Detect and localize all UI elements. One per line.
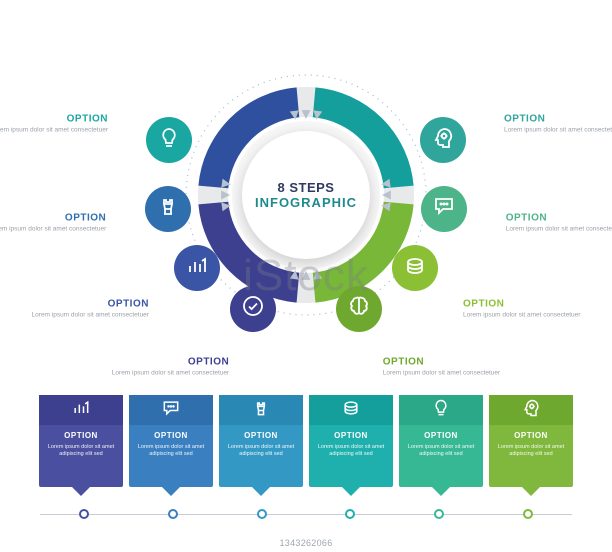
center-title-line2: INFOGRAPHIC	[255, 195, 357, 210]
option-label: OPTION Lorem ipsum dolor sit amet consect…	[0, 213, 106, 234]
option-label: OPTION Lorem ipsum dolor sit amet consect…	[383, 357, 503, 378]
circular-infographic: 8 STEPS INFOGRAPHIC OPTION Lorem ipsum do…	[0, 0, 612, 390]
option-node	[336, 286, 382, 332]
option-title: OPTION	[109, 357, 229, 368]
option-node	[421, 186, 467, 232]
option-label: OPTION Lorem ipsum dolor sit amet consect…	[0, 113, 108, 134]
step-title: OPTION	[317, 431, 385, 440]
option-title: OPTION	[29, 298, 149, 309]
option-label: OPTION Lorem ipsum dolor sit amet consect…	[504, 113, 612, 134]
rook-icon	[156, 194, 180, 223]
option-title: OPTION	[0, 113, 108, 124]
coins-icon	[341, 398, 361, 423]
bars-up-icon	[185, 254, 209, 283]
bulb-icon	[157, 126, 181, 155]
timeline-dot	[434, 509, 444, 519]
option-title: OPTION	[383, 357, 503, 368]
option-label: OPTION Lorem ipsum dolor sit amet consect…	[29, 298, 149, 319]
option-subtitle: Lorem ipsum dolor sit amet consectetuer	[109, 370, 229, 378]
brain-icon	[347, 294, 371, 323]
rook-icon	[251, 398, 271, 423]
step-body: OPTION Lorem ipsum dolor sit amet adipisc…	[39, 425, 123, 487]
option-label: OPTION Lorem ipsum dolor sit amet consect…	[463, 298, 583, 319]
step-body: OPTION Lorem ipsum dolor sit amet adipisc…	[219, 425, 303, 487]
option-node	[145, 186, 191, 232]
option-subtitle: Lorem ipsum dolor sit amet consectetuer	[463, 311, 583, 319]
bars-up-icon	[71, 398, 91, 423]
option-node	[174, 245, 220, 291]
step-icon-bar	[309, 395, 393, 425]
option-title: OPTION	[506, 213, 612, 224]
step-body: OPTION Lorem ipsum dolor sit amet adipisc…	[309, 425, 393, 487]
option-subtitle: Lorem ipsum dolor sit amet consectetuer	[0, 126, 108, 134]
step-text: Lorem ipsum dolor sit amet adipiscing el…	[47, 444, 115, 458]
option-title: OPTION	[504, 113, 612, 124]
coins-icon	[403, 254, 427, 283]
option-label: OPTION Lorem ipsum dolor sit amet consect…	[506, 213, 612, 234]
option-node	[392, 245, 438, 291]
timeline-line	[40, 514, 572, 515]
step-item: OPTION Lorem ipsum dolor sit amet adipisc…	[219, 395, 303, 487]
step-title: OPTION	[137, 431, 205, 440]
step-body: OPTION Lorem ipsum dolor sit amet adipisc…	[399, 425, 483, 487]
center-disc: 8 STEPS INFOGRAPHIC	[242, 131, 370, 259]
step-item: OPTION Lorem ipsum dolor sit amet adipisc…	[129, 395, 213, 487]
step-text: Lorem ipsum dolor sit amet adipiscing el…	[317, 444, 385, 458]
step-item: OPTION Lorem ipsum dolor sit amet adipisc…	[489, 395, 573, 487]
step-title: OPTION	[227, 431, 295, 440]
timeline-dot	[168, 509, 178, 519]
chat-icon	[432, 194, 456, 223]
head-gear-icon	[431, 126, 455, 155]
option-node	[420, 117, 466, 163]
step-bar: OPTION Lorem ipsum dolor sit amet adipisc…	[0, 395, 612, 487]
step-title: OPTION	[497, 431, 565, 440]
option-title: OPTION	[0, 213, 106, 224]
step-text: Lorem ipsum dolor sit amet adipiscing el…	[497, 444, 565, 458]
step-icon-bar	[219, 395, 303, 425]
option-subtitle: Lorem ipsum dolor sit amet consectetuer	[504, 126, 612, 134]
bulb-icon	[431, 398, 451, 423]
step-text: Lorem ipsum dolor sit amet adipiscing el…	[137, 444, 205, 458]
chat-icon	[161, 398, 181, 423]
step-icon-bar	[399, 395, 483, 425]
timeline	[40, 505, 572, 525]
step-item: OPTION Lorem ipsum dolor sit amet adipisc…	[399, 395, 483, 487]
step-icon-bar	[39, 395, 123, 425]
step-icon-bar	[489, 395, 573, 425]
check-icon	[241, 294, 265, 323]
option-node	[230, 286, 276, 332]
timeline-dot	[79, 509, 89, 519]
step-item: OPTION Lorem ipsum dolor sit amet adipisc…	[309, 395, 393, 487]
step-item: OPTION Lorem ipsum dolor sit amet adipisc…	[39, 395, 123, 487]
step-text: Lorem ipsum dolor sit amet adipiscing el…	[227, 444, 295, 458]
step-text: Lorem ipsum dolor sit amet adipiscing el…	[407, 444, 475, 458]
timeline-dot	[345, 509, 355, 519]
option-node	[146, 117, 192, 163]
step-body: OPTION Lorem ipsum dolor sit amet adipisc…	[129, 425, 213, 487]
option-label: OPTION Lorem ipsum dolor sit amet consect…	[109, 357, 229, 378]
option-subtitle: Lorem ipsum dolor sit amet consectetuer	[506, 226, 612, 234]
option-subtitle: Lorem ipsum dolor sit amet consectetuer	[29, 311, 149, 319]
step-title: OPTION	[407, 431, 475, 440]
step-title: OPTION	[47, 431, 115, 440]
step-body: OPTION Lorem ipsum dolor sit amet adipisc…	[489, 425, 573, 487]
head-gear-icon	[521, 398, 541, 423]
option-subtitle: Lorem ipsum dolor sit amet consectetuer	[383, 370, 503, 378]
asset-id: 1343262066	[279, 538, 332, 548]
step-icon-bar	[129, 395, 213, 425]
center-title-line1: 8 STEPS	[278, 180, 335, 195]
option-title: OPTION	[463, 298, 583, 309]
timeline-dot	[523, 509, 533, 519]
timeline-dot	[257, 509, 267, 519]
option-subtitle: Lorem ipsum dolor sit amet consectetuer	[0, 226, 106, 234]
